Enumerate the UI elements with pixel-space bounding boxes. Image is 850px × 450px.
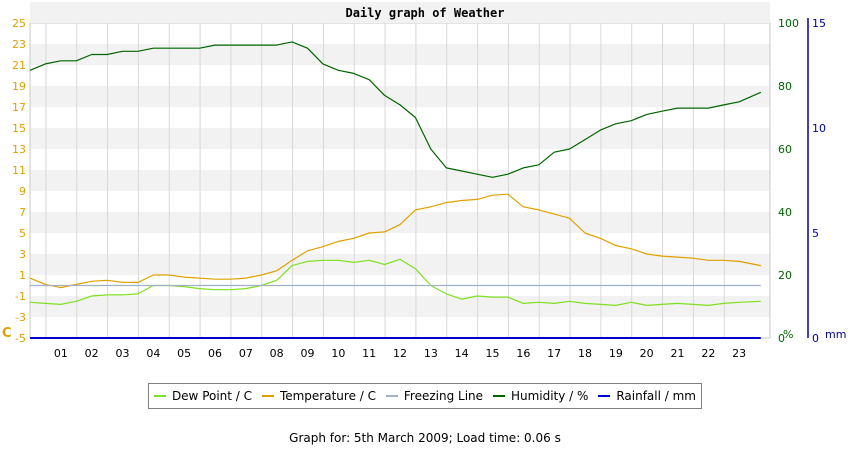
y-tick-celsius: 21: [12, 59, 26, 72]
y-tick-celsius: 23: [12, 38, 26, 51]
y-tick-celsius: 1: [19, 269, 26, 282]
y-tick-percent: 20: [778, 269, 792, 282]
legend-item-temperature: Temperature / C: [261, 389, 377, 403]
x-tick-label: 03: [116, 347, 130, 360]
grid-band: [30, 44, 770, 65]
grid-band: [30, 128, 770, 149]
y-tick-percent: 80: [778, 80, 792, 93]
x-tick-label: 22: [701, 347, 715, 360]
legend: Dew Point / C Temperature / C Freezing L…: [148, 383, 702, 409]
series-line-humidity: [29, 41, 762, 178]
grid-band: [30, 296, 770, 317]
y-tick-percent: 60: [778, 143, 792, 156]
y-tick-celsius: 3: [19, 248, 26, 261]
y-tick-mm: 10: [812, 122, 826, 135]
grid-band: [30, 2, 770, 23]
grid-band: [30, 212, 770, 233]
series-line-dew-point-c: [29, 258, 761, 306]
legend-label-humidity: Humidity / %: [510, 389, 589, 403]
x-tick-label: 13: [424, 347, 438, 360]
grid-band: [30, 170, 770, 191]
x-tick-label: 12: [393, 347, 407, 360]
legend-label-rainfall: Rainfall / mm: [616, 389, 696, 403]
x-tick-label: 16: [516, 347, 530, 360]
y-tick-celsius: 13: [12, 143, 26, 156]
x-tick-label: 11: [362, 347, 376, 360]
x-tick-label: 05: [177, 347, 191, 360]
y-tick-celsius: 9: [19, 185, 26, 198]
legend-label-temperature: Temperature / C: [279, 389, 377, 403]
x-tick-label: 23: [732, 347, 746, 360]
legend-label-freezing-line: Freezing Line: [403, 389, 484, 403]
x-tick-label: 19: [609, 347, 623, 360]
y-tick-celsius: -3: [15, 311, 26, 324]
x-tick-label: 07: [239, 347, 253, 360]
y-tick-celsius: 7: [19, 206, 26, 219]
y-tick-celsius: 15: [12, 122, 26, 135]
x-tick-label: 08: [270, 347, 284, 360]
legend-swatch-humidity: [492, 395, 505, 397]
y-tick-percent: 40: [778, 206, 792, 219]
legend-label-dew-point: Dew Point / C: [171, 389, 253, 403]
legend-swatch-temperature: [261, 395, 274, 397]
legend-swatch-dew-point: [153, 395, 166, 397]
x-tick-label: 02: [85, 347, 99, 360]
y-tick-celsius: -5: [15, 332, 26, 345]
x-tick-label: 01: [54, 347, 68, 360]
y-tick-celsius: -1: [15, 290, 26, 303]
footer-text: Graph for: 5th March 2009; Load time: 0.…: [289, 431, 561, 445]
x-tick-label: 14: [455, 347, 469, 360]
x-tick-label: 21: [671, 347, 685, 360]
series-line-temperature-c: [29, 193, 761, 289]
x-tick-label: 04: [146, 347, 160, 360]
legend-swatch-rainfall: [598, 395, 611, 397]
x-tick-label: 17: [547, 347, 561, 360]
y-tick-percent: 0: [778, 332, 785, 345]
x-tick-label: 20: [640, 347, 654, 360]
legend-item-humidity: Humidity / %: [492, 389, 589, 403]
legend-swatch-freezing-line: [385, 395, 398, 397]
x-tick-label: 06: [208, 347, 222, 360]
y-tick-mm: 15: [812, 17, 826, 30]
y-tick-mm: 5: [812, 227, 819, 240]
grid-band: [30, 86, 770, 107]
x-tick-label: 09: [301, 347, 315, 360]
y-tick-celsius: 5: [19, 227, 26, 240]
percent-unit-label: %: [783, 328, 793, 341]
chart-title: Daily graph of Weather: [346, 6, 505, 20]
y-tick-celsius: 25: [12, 17, 26, 30]
legend-item-freezing-line: Freezing Line: [385, 389, 484, 403]
y-tick-mm: 0: [812, 332, 819, 345]
y-tick-celsius: 11: [12, 164, 26, 177]
x-tick-label: 10: [331, 347, 345, 360]
legend-item-dew-point: Dew Point / C: [153, 389, 253, 403]
x-tick-label: 15: [486, 347, 500, 360]
celsius-unit-label: C: [2, 326, 12, 341]
y-tick-celsius: 19: [12, 80, 26, 93]
grid-band: [30, 254, 770, 275]
x-tick-label: 18: [578, 347, 592, 360]
legend-item-rainfall: Rainfall / mm: [598, 389, 696, 403]
y-tick-celsius: 17: [12, 101, 26, 114]
y-tick-percent: 100: [778, 17, 799, 30]
mm-unit-label: mm: [825, 328, 846, 341]
